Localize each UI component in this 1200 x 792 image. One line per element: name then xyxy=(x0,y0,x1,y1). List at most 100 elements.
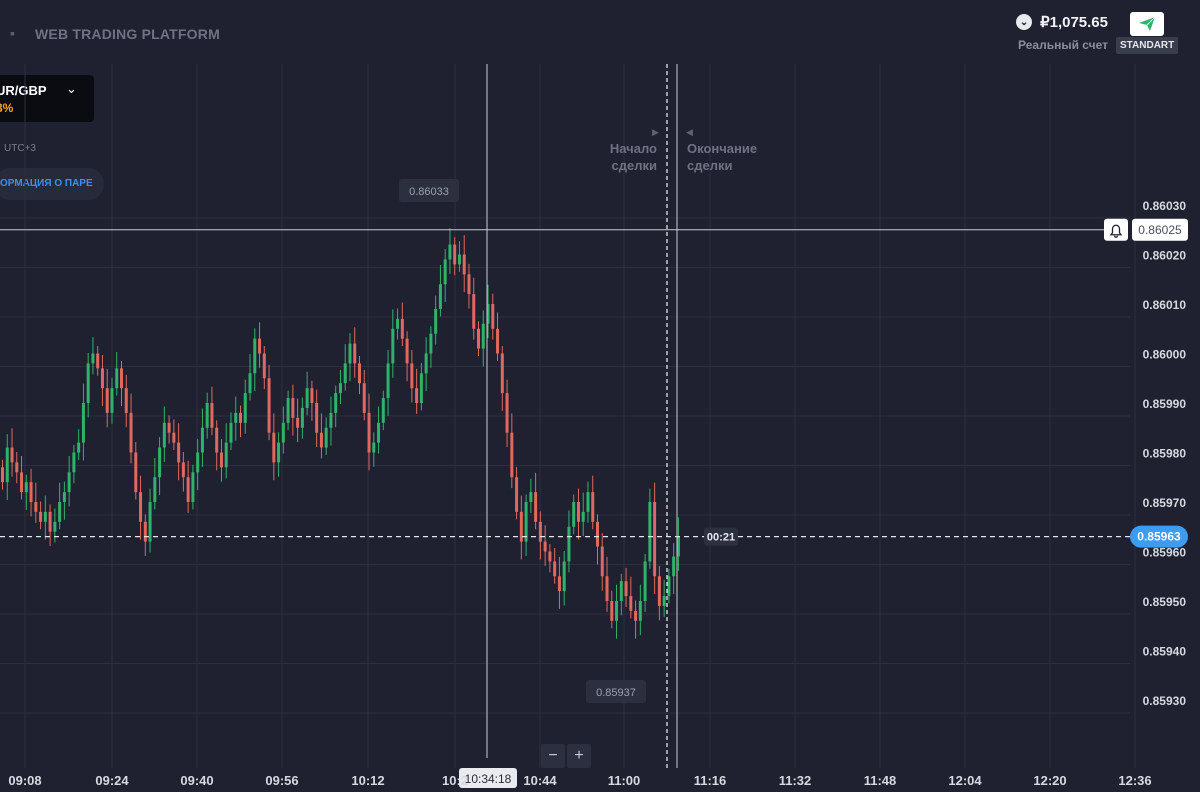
candle-body xyxy=(391,328,395,364)
candle-body xyxy=(224,442,228,468)
account-type-label: Реальный счет xyxy=(1018,38,1108,52)
candle xyxy=(400,302,404,347)
candle-body xyxy=(262,353,266,379)
time-tick-label: 09:24 xyxy=(95,773,129,788)
candle-body xyxy=(572,502,576,527)
candle-body xyxy=(496,328,500,354)
candle-body xyxy=(429,333,433,354)
candle-body xyxy=(462,254,466,275)
candle xyxy=(372,432,376,467)
menu-dots-icon[interactable]: ▪ xyxy=(10,25,15,41)
candle xyxy=(586,481,590,523)
countdown-box xyxy=(704,527,738,546)
candle-body xyxy=(53,521,57,532)
candle xyxy=(524,494,528,556)
zoom-controls: − + xyxy=(541,744,591,768)
candle-body xyxy=(453,244,457,265)
candle-body xyxy=(434,308,438,334)
candle-body xyxy=(348,343,352,364)
candle xyxy=(491,293,495,340)
candle-body xyxy=(281,422,285,443)
candle xyxy=(462,235,466,293)
candle xyxy=(172,419,176,451)
candle xyxy=(181,452,185,492)
chevron-down-icon[interactable]: ⌄ xyxy=(1016,14,1033,30)
send-trade-button[interactable] xyxy=(1130,12,1164,36)
candle-body xyxy=(334,393,338,413)
candle xyxy=(467,263,471,309)
asset-selector[interactable]: UR/GBP ⌄ 8% xyxy=(0,75,94,122)
candle-body xyxy=(662,596,666,606)
candle-body xyxy=(667,576,671,597)
candle xyxy=(315,389,319,448)
candle-body xyxy=(277,442,281,463)
candle xyxy=(348,333,352,382)
candle xyxy=(543,525,547,566)
candle-body xyxy=(424,353,428,374)
candle xyxy=(358,355,361,395)
candle xyxy=(619,573,623,616)
candle xyxy=(91,337,95,375)
zoom-in-button[interactable]: + xyxy=(567,744,591,768)
candle-body xyxy=(567,526,571,562)
candle xyxy=(443,249,447,303)
candle xyxy=(334,385,338,428)
chevron-down-icon[interactable]: ⌄ xyxy=(66,81,77,96)
candle xyxy=(386,350,390,416)
candle xyxy=(434,295,438,345)
zoom-out-button[interactable]: − xyxy=(541,744,565,768)
pair-info-label[interactable]: ОРМАЦИЯ О ПАРЕ xyxy=(0,178,93,189)
candle xyxy=(48,504,52,547)
candle-body xyxy=(5,447,9,483)
candle xyxy=(634,600,638,639)
trade-start-label: Начало xyxy=(610,141,657,156)
candle-body xyxy=(672,556,676,577)
balance-selector[interactable]: ⌄ ₽1,075.65 xyxy=(1016,13,1108,31)
candle xyxy=(396,308,400,340)
candle-body xyxy=(553,561,557,577)
candle-body xyxy=(24,482,28,493)
asset-name[interactable]: UR/GBP xyxy=(0,83,47,98)
candle xyxy=(486,284,490,339)
candle-body xyxy=(410,363,414,389)
candle-body xyxy=(286,398,290,423)
candle-body xyxy=(115,368,119,389)
candle xyxy=(100,354,104,406)
candle-body xyxy=(162,422,166,448)
candle xyxy=(20,455,24,500)
candle xyxy=(529,478,533,513)
candle xyxy=(296,398,300,443)
candle-body xyxy=(381,398,385,423)
pair-info-button[interactable]: ОРМАЦИЯ О ПАРЕ xyxy=(0,168,104,200)
candle-body xyxy=(505,393,509,433)
candle xyxy=(186,460,190,513)
candle-body xyxy=(153,477,157,502)
candle-body xyxy=(600,546,604,577)
candle-body xyxy=(191,472,195,502)
candle-body xyxy=(315,403,319,433)
candle-body xyxy=(305,388,309,408)
cursor-price-label: 0.86025 xyxy=(1138,223,1182,237)
candle xyxy=(167,415,171,444)
candle-body xyxy=(486,304,490,324)
chart-overlays: ▶ ◀ Начало сделки Окончание сделки 0.86033 0.85… xyxy=(0,64,1188,788)
candle xyxy=(415,368,419,414)
price-tick-label: 0.86030 xyxy=(1143,199,1187,213)
candle-body xyxy=(291,398,295,418)
candle xyxy=(58,482,62,530)
candle xyxy=(177,423,181,481)
candle xyxy=(124,374,128,428)
candle-body xyxy=(500,353,504,394)
candle xyxy=(576,488,580,540)
candle xyxy=(5,434,9,501)
candle xyxy=(534,472,538,530)
timezone-label: UTC+3 xyxy=(4,143,36,154)
candle-body xyxy=(67,472,71,493)
candle-body xyxy=(524,502,528,542)
candle xyxy=(62,481,66,520)
account-balance[interactable]: ₽1,075.65 xyxy=(1040,14,1108,31)
candle xyxy=(657,565,661,621)
candle xyxy=(419,362,423,411)
candle xyxy=(610,590,614,629)
